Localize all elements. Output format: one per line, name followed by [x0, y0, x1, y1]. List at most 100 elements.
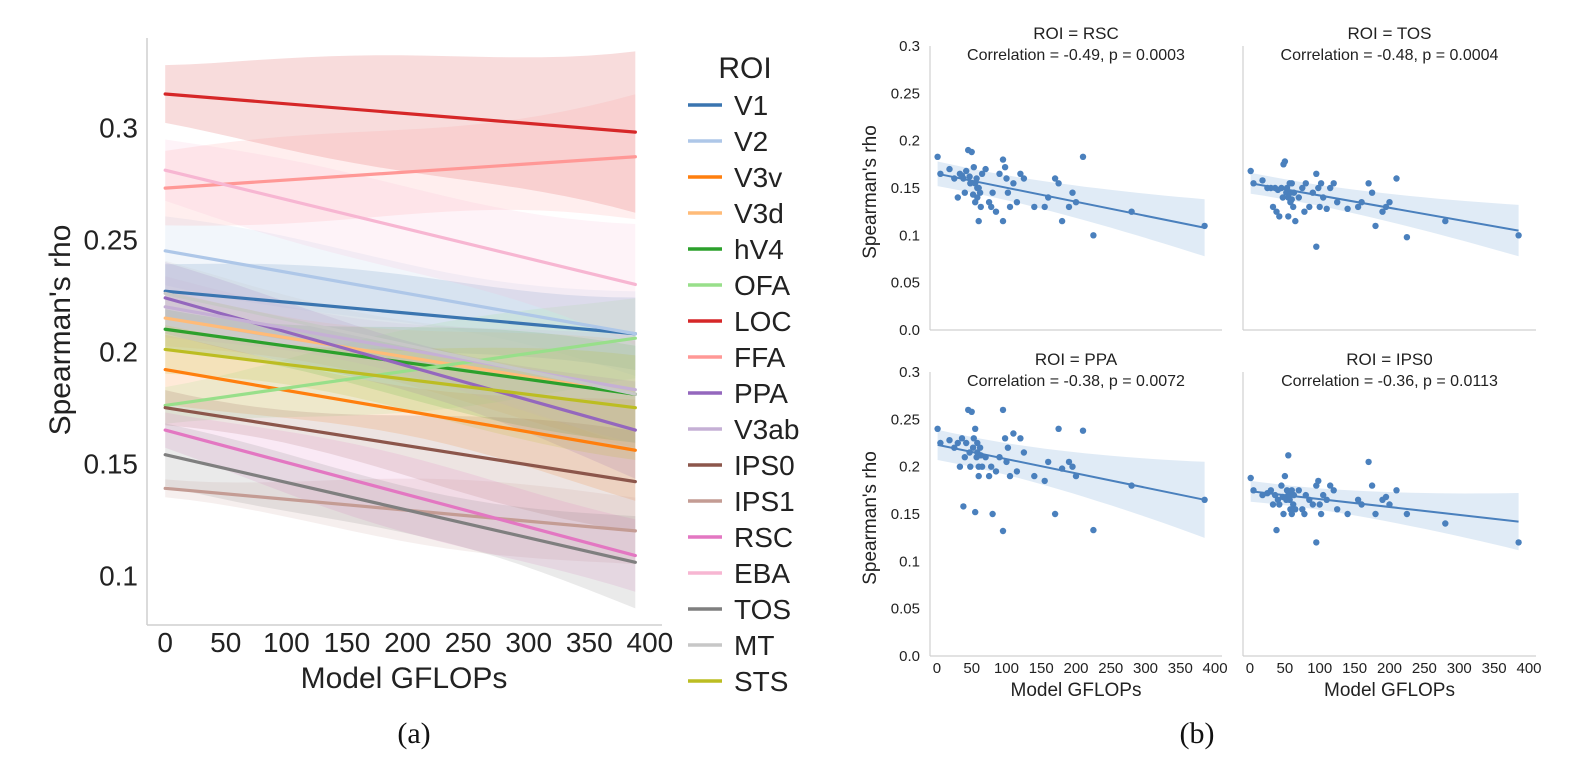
data-point — [1344, 510, 1351, 518]
regression-lines — [163, 92, 637, 564]
data-point — [989, 510, 996, 518]
data-point — [1368, 189, 1376, 196]
x-tick-label: 250 — [1412, 660, 1437, 677]
line-mt — [163, 291, 637, 396]
data-point — [1276, 501, 1283, 508]
legend-label: RSC — [734, 522, 793, 553]
y-tick-label: 0.1 — [899, 553, 920, 570]
legend-item-v3v: V3v — [688, 162, 782, 193]
data-point — [1013, 468, 1021, 475]
data-point — [985, 472, 993, 480]
y-tick-label: 0.25 — [891, 85, 920, 102]
facet-title: ROI = IPS0 — [1346, 350, 1432, 369]
x-tick-label: 100 — [994, 660, 1019, 677]
data-point — [961, 454, 968, 461]
y-axis-label: Spearman's rho — [860, 125, 881, 259]
data-point — [1267, 487, 1275, 494]
data-point — [972, 508, 979, 516]
data-point — [1017, 170, 1024, 177]
correlation-annotation: Correlation = -0.38, p = 0.0072 — [967, 373, 1185, 390]
facet-ips0: ROI = IPS0 Correlation = -0.36, p = 0.011… — [1242, 350, 1542, 701]
y-axis-label: Spearman's rho — [44, 225, 77, 436]
data-point — [1031, 203, 1038, 211]
y-tick-labels: 0.1 0.15 0.2 0.25 0.3 — [84, 113, 139, 592]
legend-item-v3d: V3d — [688, 198, 784, 229]
facet-title: ROI = PPA — [1035, 350, 1118, 369]
data-point — [1285, 213, 1292, 220]
data-point — [1292, 217, 1299, 225]
band-eba — [165, 139, 636, 345]
data-point — [1004, 444, 1012, 451]
legend-label: hV4 — [734, 234, 784, 265]
data-point — [1515, 232, 1522, 239]
data-point — [946, 437, 953, 444]
data-point — [975, 472, 982, 480]
data-point — [1334, 506, 1341, 513]
data-point — [1020, 449, 1028, 456]
y-tick-label: 0.3 — [899, 38, 920, 55]
x-tick-label: 50 — [1277, 660, 1294, 677]
data-point — [1010, 180, 1017, 187]
data-point — [1017, 435, 1024, 442]
data-point — [1330, 180, 1337, 187]
data-point — [1309, 501, 1317, 508]
data-point — [1290, 501, 1297, 508]
legend-label: V3v — [734, 162, 782, 193]
data-point — [1003, 175, 1010, 182]
data-point — [963, 167, 970, 175]
data-point — [1365, 180, 1372, 187]
data-point — [1393, 175, 1400, 182]
line-tos — [163, 453, 637, 564]
facet-rsc: ROI = RSC Correlation = -0.49, p = 0.0003… — [860, 24, 1222, 339]
data-point — [969, 444, 977, 451]
correlation-annotation: Correlation = -0.49, p = 0.0003 — [967, 47, 1185, 64]
data-point — [1403, 510, 1411, 518]
data-point — [1281, 472, 1289, 480]
data-point — [1041, 477, 1048, 485]
y-tick-label: 0.2 — [99, 337, 138, 368]
line-ips0 — [163, 406, 637, 484]
data-point — [999, 217, 1007, 225]
facet-title: ROI = TOS — [1348, 24, 1432, 43]
data-point — [1010, 430, 1017, 437]
legend-item-sts: STS — [688, 666, 788, 697]
data-point — [999, 156, 1007, 163]
data-point — [977, 203, 984, 211]
legend-item-ips0: IPS0 — [688, 450, 795, 481]
data-point — [1045, 458, 1052, 466]
legend-label: V3d — [734, 198, 784, 229]
data-point — [1051, 510, 1059, 518]
data-point — [988, 463, 995, 470]
fit-line — [937, 443, 1205, 501]
line-v2 — [163, 249, 637, 336]
x-tick-label: 150 — [324, 627, 371, 658]
x-axis-label: Model GFLOPs — [301, 662, 508, 695]
line-v3v — [163, 367, 637, 452]
data-point — [1372, 222, 1379, 230]
data-point — [1069, 189, 1076, 196]
data-point — [1278, 482, 1285, 489]
data-point — [968, 408, 975, 415]
data-point — [958, 435, 966, 442]
data-point — [972, 425, 979, 432]
data-point — [1442, 217, 1449, 225]
data-point — [1276, 213, 1283, 220]
data-point — [1320, 491, 1327, 499]
x-tick-label: 350 — [1168, 660, 1193, 677]
data-point — [1247, 474, 1254, 482]
data-point — [1090, 232, 1097, 239]
data-point — [976, 444, 984, 451]
data-point — [968, 148, 975, 156]
y-tick-label: 0.05 — [891, 275, 920, 292]
data-point — [963, 439, 970, 447]
data-point — [989, 189, 996, 196]
legend-item-v1: V1 — [688, 90, 768, 121]
legend-item-rsc: RSC — [688, 522, 793, 553]
data-point — [1301, 208, 1308, 215]
fit-line — [937, 172, 1205, 229]
data-point — [1306, 203, 1313, 211]
correlation-annotation: Correlation = -0.36, p = 0.0113 — [1281, 373, 1498, 390]
band-tos — [165, 423, 636, 609]
data-point — [1379, 208, 1386, 215]
